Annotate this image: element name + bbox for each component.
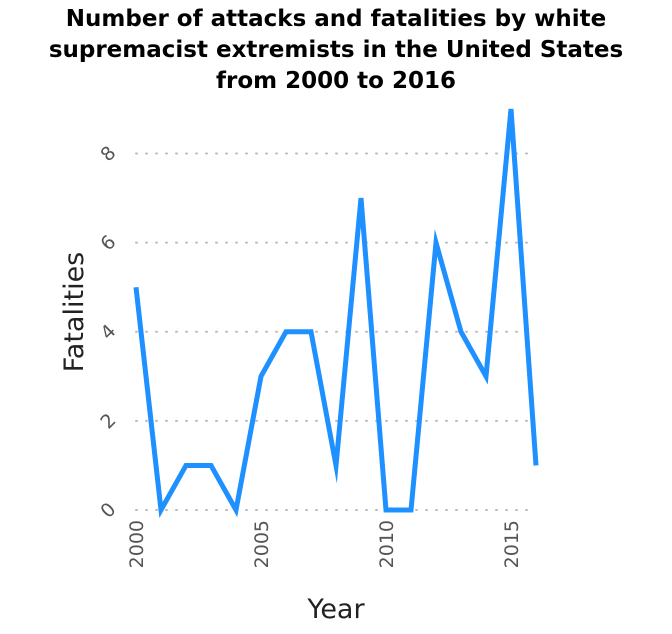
gridlines xyxy=(135,152,537,511)
y-tick-label-0: 0 xyxy=(96,498,120,522)
y-axis-label: Fatalities xyxy=(59,252,90,373)
chart-title-line-3: from 2000 to 2016 xyxy=(216,68,456,94)
chart-title: Number of attacks and fatalities by whit… xyxy=(0,4,672,97)
x-tick-labels: 2000 2005 2010 2015 xyxy=(126,520,523,568)
chart-title-line-1: Number of attacks and fatalities by whit… xyxy=(65,6,607,32)
x-tick-label-2000: 2000 xyxy=(126,520,148,568)
x-axis-label: Year xyxy=(306,594,365,625)
y-tick-label-8: 8 xyxy=(96,142,120,166)
x-tick-label-2005: 2005 xyxy=(251,520,273,568)
chart-title-line-2: supremacist extremists in the United Sta… xyxy=(48,37,624,63)
series-lines xyxy=(133,108,539,518)
x-tick-label-2015: 2015 xyxy=(501,520,523,568)
y-tick-label-6: 6 xyxy=(96,231,120,255)
y-tick-labels: 0 2 4 6 8 xyxy=(96,142,120,523)
y-tick-label-4: 4 xyxy=(96,320,120,344)
series-line-0 xyxy=(133,108,539,518)
y-tick-label-2: 2 xyxy=(96,409,120,433)
x-tick-label-2010: 2010 xyxy=(376,520,398,568)
